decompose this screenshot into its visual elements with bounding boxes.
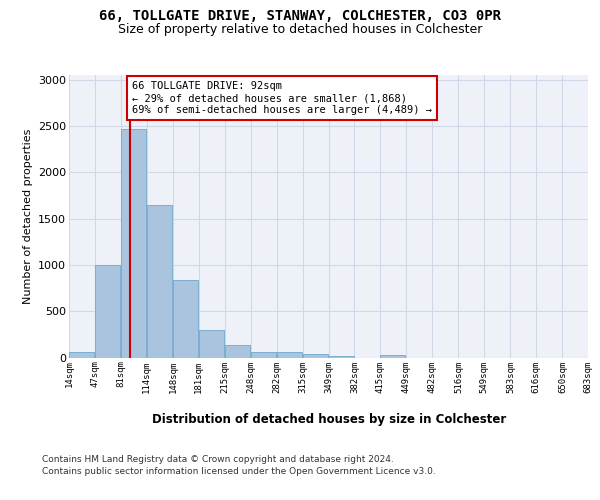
Bar [277,352,302,358]
Bar [225,344,250,358]
Bar [303,354,328,358]
Text: Contains HM Land Registry data © Crown copyright and database right 2024.: Contains HM Land Registry data © Crown c… [42,455,394,464]
Y-axis label: Number of detached properties: Number of detached properties [23,128,32,304]
Bar [199,330,224,357]
Text: Distribution of detached houses by size in Colchester: Distribution of detached houses by size … [152,412,506,426]
Bar [147,204,172,358]
Text: Contains public sector information licensed under the Open Government Licence v3: Contains public sector information licen… [42,468,436,476]
Text: 66 TOLLGATE DRIVE: 92sqm
← 29% of detached houses are smaller (1,868)
69% of sem: 66 TOLLGATE DRIVE: 92sqm ← 29% of detach… [132,82,432,114]
Bar [173,280,199,357]
Bar [380,354,406,358]
Bar [69,352,94,358]
Text: 66, TOLLGATE DRIVE, STANWAY, COLCHESTER, CO3 0PR: 66, TOLLGATE DRIVE, STANWAY, COLCHESTER,… [99,9,501,23]
Bar [121,128,146,358]
Bar [329,356,354,358]
Text: Size of property relative to detached houses in Colchester: Size of property relative to detached ho… [118,22,482,36]
Bar [251,352,276,358]
Bar [95,265,120,358]
